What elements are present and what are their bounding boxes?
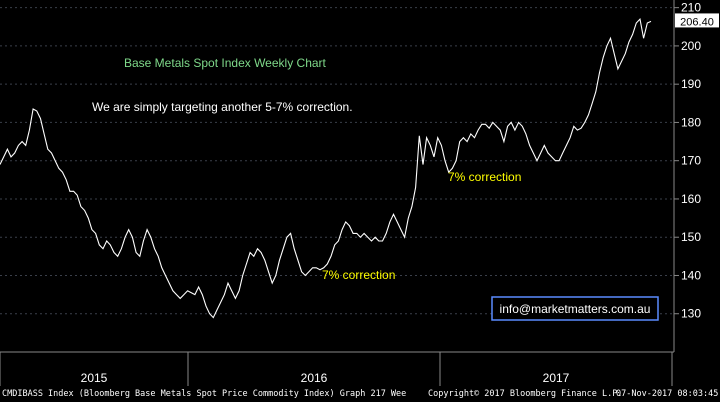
x-tick-label: 2016	[301, 371, 328, 385]
y-tick-label: 130	[681, 307, 701, 321]
footer-copyright: Copyright© 2017 Bloomberg Finance L.P.	[428, 389, 623, 399]
footer-timestamp: 07-Nov-2017 08:03:45	[616, 389, 719, 399]
footer-bar: CMDIBASS Index (Bloomberg Base Metals Sp…	[0, 386, 720, 402]
x-axis: 2015 2016 2017	[0, 352, 673, 386]
last-value-label: 206.40	[680, 16, 714, 28]
y-tick-label: 140	[681, 268, 701, 282]
grid-lines	[0, 7, 674, 315]
y-axis-area	[674, 0, 720, 352]
series-line	[0, 17, 652, 319]
x-tick-label: 2015	[81, 371, 108, 385]
y-tick-label: 200	[681, 39, 701, 53]
chart-title: Base Metals Spot Index Weekly Chart	[124, 56, 327, 70]
annotation-label: 7% correction	[448, 170, 521, 184]
last-value-box	[675, 13, 719, 28]
footer-source: CMDIBASS Index (Bloomberg Base Metals Sp…	[2, 389, 407, 399]
x-tick-label: 2017	[543, 371, 570, 385]
watermark-text: info@marketmatters.com.au	[500, 302, 651, 316]
y-tick-label: 170	[681, 154, 701, 168]
y-tick-label: 160	[681, 192, 701, 206]
y-tick-label: 150	[681, 230, 701, 244]
y-tick-label: 210	[681, 1, 701, 15]
annotation-label: 7% correction	[322, 268, 395, 282]
last-value-marker: 206.40	[675, 13, 719, 28]
y-tick-label: 190	[681, 77, 701, 91]
y-tick-label: 180	[681, 115, 701, 129]
chart-subtitle: We are simply targeting another 5-7% cor…	[92, 100, 353, 114]
chart: 130 140 150 160 170 180 190 200 210 2015 2016 2017…	[0, 0, 720, 386]
watermark-box	[491, 296, 659, 321]
y-axis: 130 140 150 160 170 180 190 200 210	[674, 1, 701, 321]
